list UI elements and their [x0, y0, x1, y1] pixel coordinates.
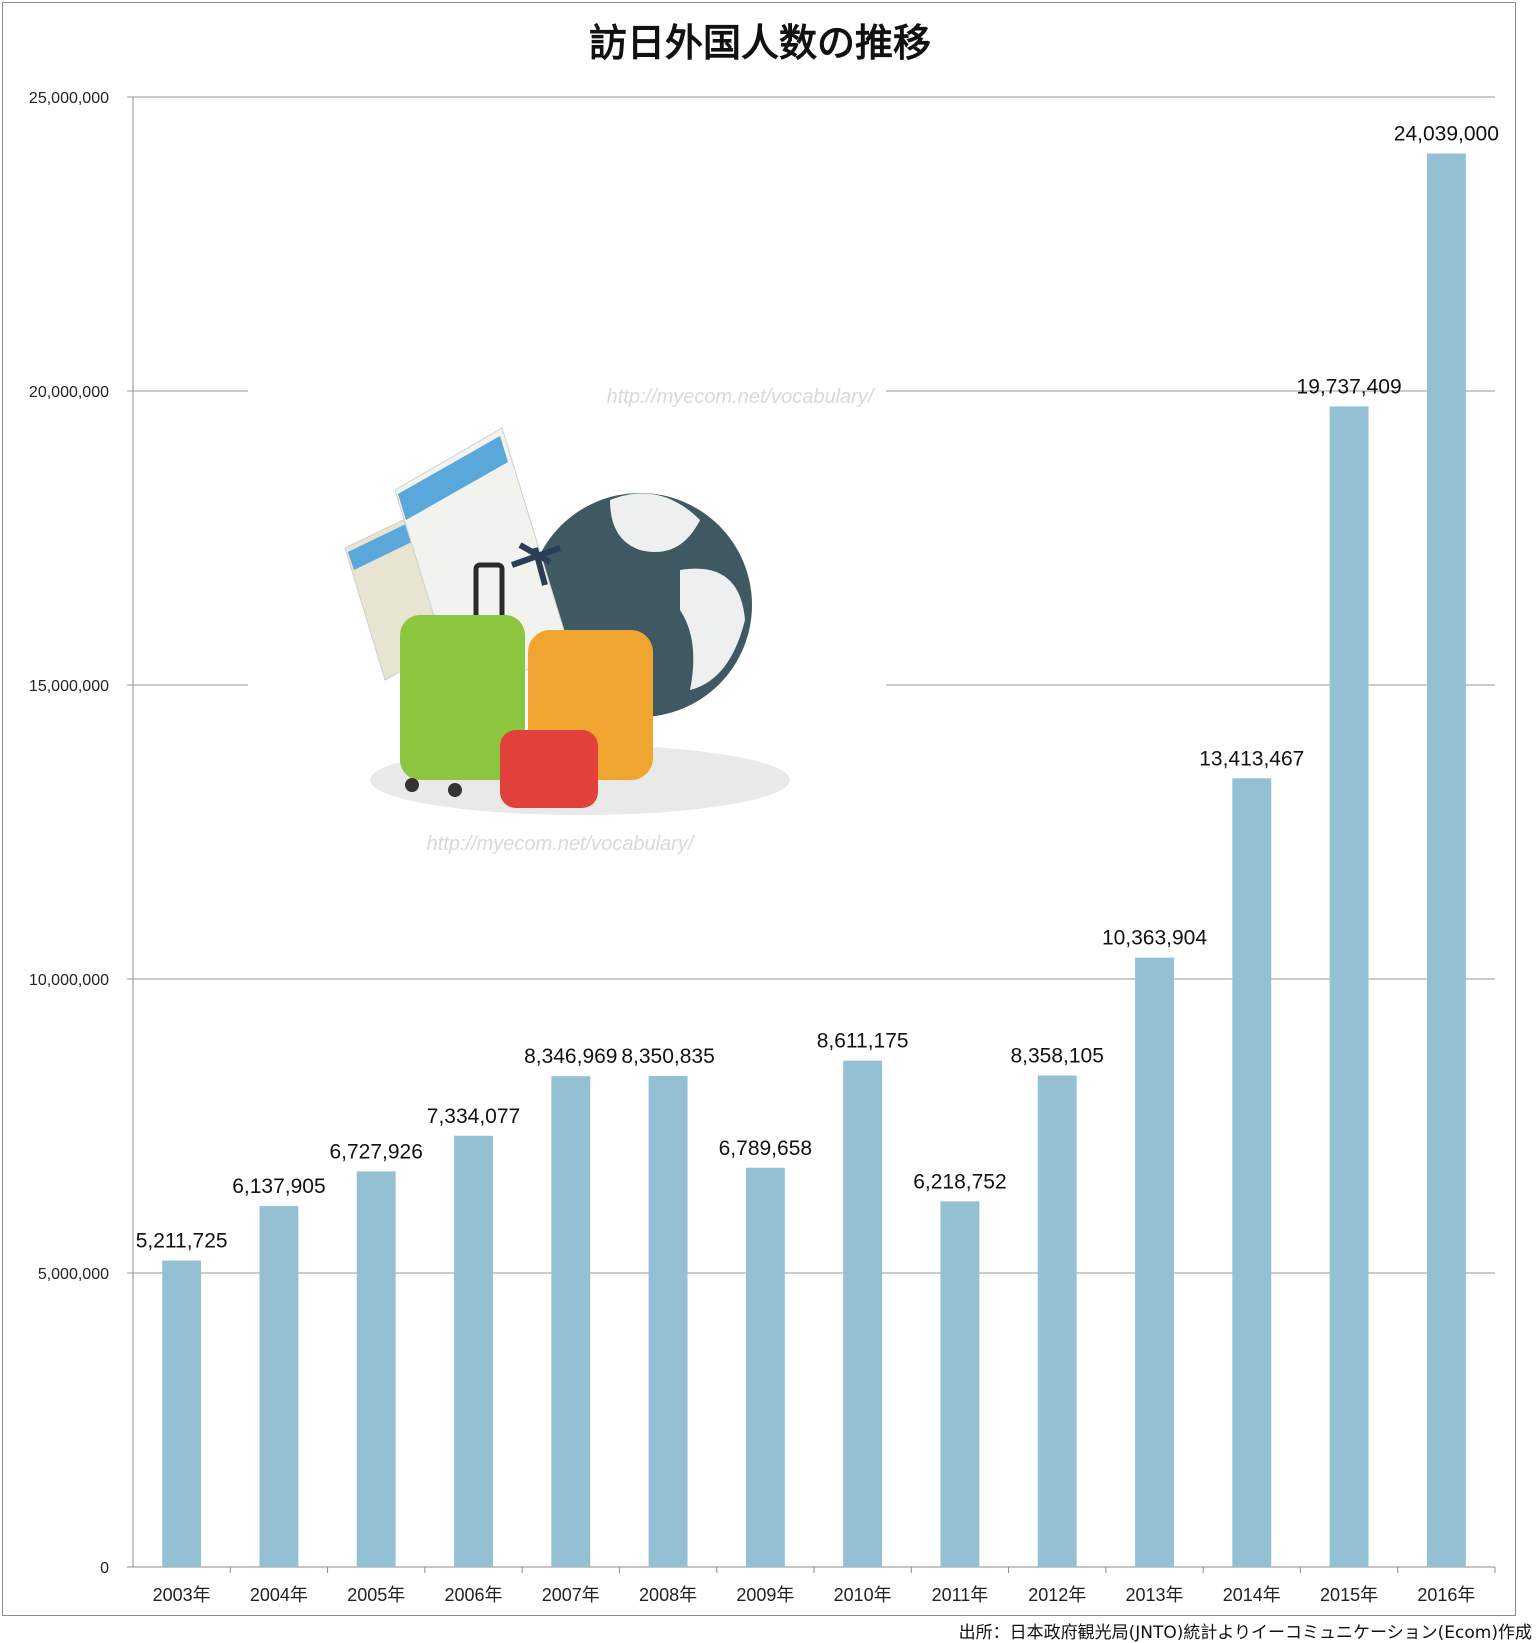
x-tick-label: 2008年	[639, 1585, 697, 1605]
bar	[356, 1171, 396, 1567]
x-tick-label: 2005年	[347, 1585, 405, 1605]
suitcase-red-icon	[500, 730, 598, 808]
suitcase-green-icon	[400, 615, 525, 780]
data-label: 24,039,000	[1394, 123, 1499, 146]
data-label: 6,218,752	[913, 1170, 1006, 1193]
y-tick-label: 10,000,000	[29, 972, 109, 989]
bar	[843, 1060, 883, 1567]
bar	[1329, 406, 1369, 1568]
bar	[259, 1206, 299, 1567]
suitcase-wheel-2	[448, 783, 462, 797]
x-tick-label: 2009年	[736, 1585, 794, 1605]
axes: 0 5,000,000 10,000,000 15,000,000 20,000,000…	[29, 90, 1496, 1605]
x-tick-label: 2004年	[250, 1585, 308, 1605]
watermark-bottom: http://myecom.net/vocabulary/	[427, 833, 696, 855]
data-label: 7,334,077	[427, 1105, 520, 1128]
source-note: 出所：日本政府観光局(JNTO)統計よりイーコミュニケーション(Ecom)作成	[959, 1623, 1532, 1643]
data-label: 8,346,969	[524, 1045, 617, 1068]
watermark-top: http://myecom.net/vocabulary/	[607, 386, 876, 408]
data-label: 5,211,725	[136, 1230, 228, 1253]
x-tick-label: 2011年	[932, 1585, 989, 1605]
ticket-back-stripe	[348, 520, 420, 570]
bar	[551, 1076, 591, 1567]
data-label: 6,137,905	[232, 1175, 325, 1198]
data-label: 6,727,926	[329, 1140, 422, 1163]
bar	[648, 1075, 688, 1567]
airplane-icon	[510, 542, 562, 586]
data-label: 8,358,105	[1010, 1045, 1103, 1068]
x-tick-label: 2016年	[1417, 1585, 1475, 1605]
bar	[1232, 778, 1272, 1567]
travel-illustration: http://myecom.net/vocabulary/ http://mye…	[248, 365, 886, 855]
y-tick-label: 25,000,000	[29, 90, 109, 107]
data-label: 10,363,904	[1102, 927, 1207, 950]
x-tick-label: 2015年	[1320, 1585, 1378, 1605]
bar	[1426, 153, 1466, 1567]
x-tick-label: 2006年	[444, 1585, 502, 1605]
x-tick-label: 2014年	[1223, 1585, 1281, 1605]
globe-continent-shape	[610, 493, 700, 552]
bar	[745, 1167, 785, 1567]
y-tick-label: 20,000,000	[29, 384, 109, 401]
y-tick-label: 0	[100, 1560, 109, 1577]
suitcase-wheel	[405, 778, 419, 792]
data-label: 13,413,467	[1199, 747, 1304, 770]
bar	[940, 1201, 980, 1567]
x-tick-label: 2003年	[153, 1585, 211, 1605]
data-label: 8,611,175	[817, 1030, 909, 1053]
bar	[454, 1135, 493, 1567]
bar	[1037, 1075, 1077, 1567]
bar	[1135, 957, 1174, 1567]
x-tick-label: 2013年	[1125, 1585, 1183, 1605]
y-tick-label: 15,000,000	[29, 678, 109, 695]
bar	[162, 1260, 202, 1567]
data-label: 8,350,835	[621, 1045, 714, 1068]
ticket-front-stripe	[398, 436, 508, 520]
x-tick-label: 2010年	[834, 1585, 892, 1605]
x-tick-label: 2007年	[542, 1585, 600, 1605]
globe-continent-shape-2	[680, 568, 745, 690]
data-label: 19,737,409	[1297, 375, 1402, 398]
y-tick-label: 5,000,000	[38, 1266, 109, 1283]
data-label: 6,789,658	[719, 1137, 812, 1160]
chart-title: 訪日外国人数の推移	[589, 21, 931, 65]
x-tick-label: 2012年	[1028, 1585, 1086, 1605]
